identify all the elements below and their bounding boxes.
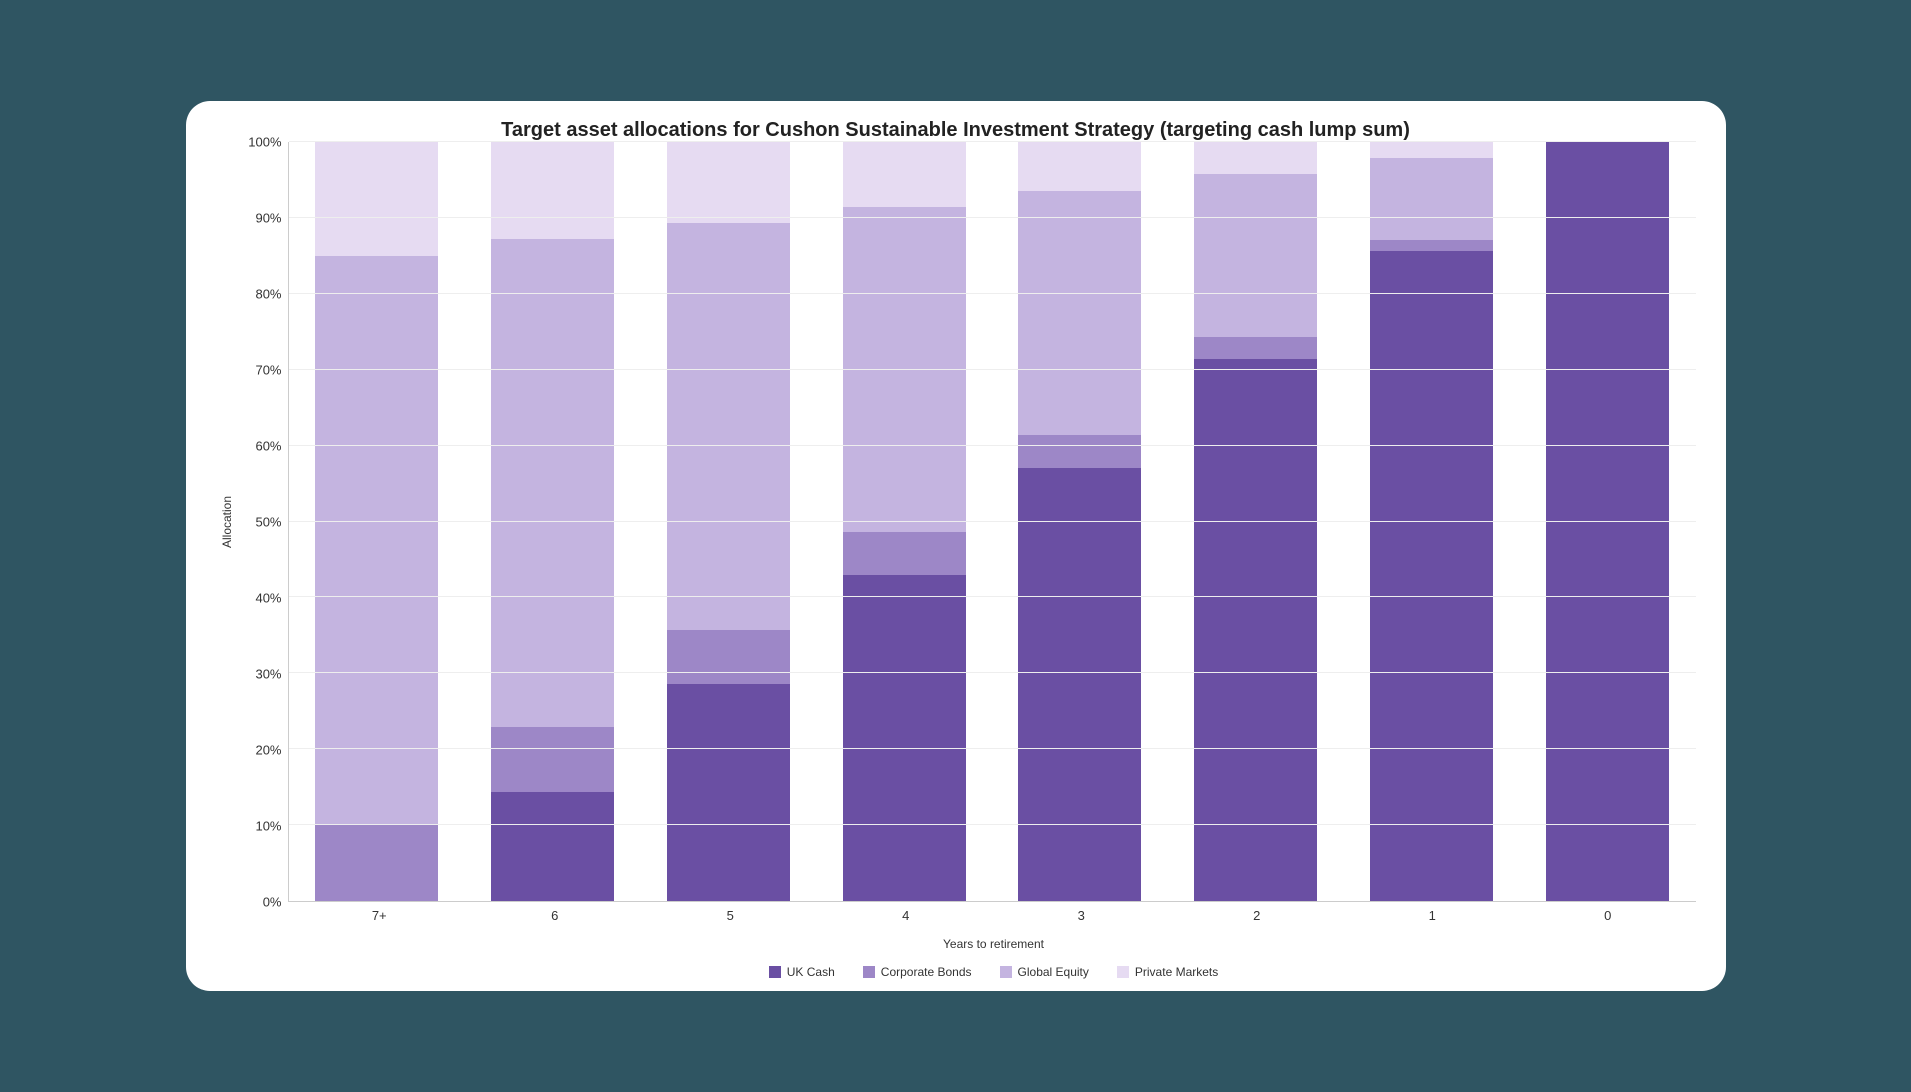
- grid-line: [289, 445, 1696, 446]
- plot-area: [288, 142, 1696, 902]
- y-tick-label: 40%: [255, 591, 281, 606]
- grid-line: [289, 293, 1696, 294]
- legend-item: UK Cash: [769, 965, 835, 979]
- bar-segment-corporate_bonds: [315, 825, 438, 901]
- bar-segment-global_equity: [1018, 191, 1141, 435]
- bar-segment-uk_cash: [1370, 251, 1493, 901]
- bar-segment-private_markets: [1370, 142, 1493, 158]
- legend-swatch: [1000, 966, 1012, 978]
- chart-title: Target asset allocations for Cushon Sust…: [216, 119, 1696, 142]
- bar-segment-global_equity: [315, 256, 438, 825]
- grid-line: [289, 217, 1696, 218]
- legend-item: Global Equity: [1000, 965, 1089, 979]
- legend-label: Private Markets: [1135, 965, 1218, 979]
- grid-line: [289, 748, 1696, 749]
- bar: [667, 142, 790, 901]
- x-tick-label: 1: [1345, 908, 1521, 923]
- x-tick-label: 2: [1169, 908, 1345, 923]
- x-tick-label: 4: [818, 908, 994, 923]
- bar-segment-private_markets: [315, 142, 438, 256]
- legend-label: Global Equity: [1018, 965, 1089, 979]
- bar-segment-private_markets: [843, 142, 966, 207]
- bar-segment-global_equity: [491, 239, 614, 727]
- bar-segment-global_equity: [1370, 158, 1493, 240]
- y-tick-label: 70%: [255, 363, 281, 378]
- bar-segment-uk_cash: [1194, 359, 1317, 901]
- grid-line: [289, 141, 1696, 142]
- legend-item: Private Markets: [1117, 965, 1218, 979]
- x-tick-label: 6: [467, 908, 643, 923]
- bars-container: [289, 142, 1696, 901]
- y-axis-label: Allocation: [216, 142, 234, 902]
- bar-segment-global_equity: [1194, 174, 1317, 337]
- bar: [843, 142, 966, 901]
- bar-segment-uk_cash: [667, 684, 790, 901]
- y-tick-label: 60%: [255, 439, 281, 454]
- legend-swatch: [863, 966, 875, 978]
- bar-segment-private_markets: [1018, 142, 1141, 191]
- legend: UK Cash Corporate Bonds Global Equity Priva…: [292, 965, 1696, 979]
- bar-slot: [816, 142, 992, 901]
- bar-slot: [1344, 142, 1520, 901]
- legend-item: Corporate Bonds: [863, 965, 972, 979]
- legend-label: UK Cash: [787, 965, 835, 979]
- y-tick-label: 30%: [255, 667, 281, 682]
- bar-segment-private_markets: [491, 142, 614, 239]
- bar-slot: [992, 142, 1168, 901]
- bar: [1018, 142, 1141, 901]
- bar-slot: [464, 142, 640, 901]
- y-tick-label: 80%: [255, 287, 281, 302]
- x-tick-label: 3: [994, 908, 1170, 923]
- bar-segment-corporate_bonds: [1018, 435, 1141, 468]
- bar: [1194, 142, 1317, 901]
- legend-swatch: [769, 966, 781, 978]
- bar-segment-corporate_bonds: [1194, 337, 1317, 359]
- bar-segment-corporate_bonds: [843, 532, 966, 575]
- grid-line: [289, 369, 1696, 370]
- bar-segment-corporate_bonds: [491, 727, 614, 792]
- bar: [491, 142, 614, 901]
- bar: [1370, 142, 1493, 901]
- chart-area: Allocation 0%10%20%30%40%50%60%70%80%90%…: [216, 142, 1696, 902]
- bar-segment-private_markets: [1194, 142, 1317, 174]
- bar-segment-corporate_bonds: [667, 630, 790, 684]
- x-tick-label: 0: [1520, 908, 1696, 923]
- x-axis-label: Years to retirement: [292, 937, 1696, 951]
- bar-segment-global_equity: [667, 223, 790, 630]
- bar-slot: [640, 142, 816, 901]
- bar-segment-private_markets: [667, 142, 790, 223]
- y-tick-label: 90%: [255, 211, 281, 226]
- grid-line: [289, 824, 1696, 825]
- grid-line: [289, 521, 1696, 522]
- bar-slot: [1168, 142, 1344, 901]
- y-tick-label: 20%: [255, 743, 281, 758]
- y-tick-label: 10%: [255, 819, 281, 834]
- grid-line: [289, 672, 1696, 673]
- legend-label: Corporate Bonds: [881, 965, 972, 979]
- y-tick-label: 0%: [263, 895, 282, 910]
- bar-slot: [1520, 142, 1696, 901]
- bar-segment-uk_cash: [491, 792, 614, 901]
- y-tick-label: 50%: [255, 515, 281, 530]
- x-tick-label: 5: [643, 908, 819, 923]
- bar-slot: [289, 142, 465, 901]
- bar-segment-corporate_bonds: [1370, 240, 1493, 251]
- bar-segment-uk_cash: [1546, 142, 1669, 901]
- chart-card: Target asset allocations for Cushon Sust…: [186, 101, 1726, 991]
- x-tick-label: 7+: [292, 908, 468, 923]
- legend-swatch: [1117, 966, 1129, 978]
- x-axis-ticks: 7+6543210: [292, 908, 1696, 923]
- y-axis: 0%10%20%30%40%50%60%70%80%90%100%: [234, 142, 288, 902]
- bar: [315, 142, 438, 901]
- y-tick-label: 100%: [248, 135, 281, 150]
- grid-line: [289, 596, 1696, 597]
- bar-segment-uk_cash: [1018, 468, 1141, 901]
- bar: [1546, 142, 1669, 901]
- bar-segment-uk_cash: [843, 575, 966, 901]
